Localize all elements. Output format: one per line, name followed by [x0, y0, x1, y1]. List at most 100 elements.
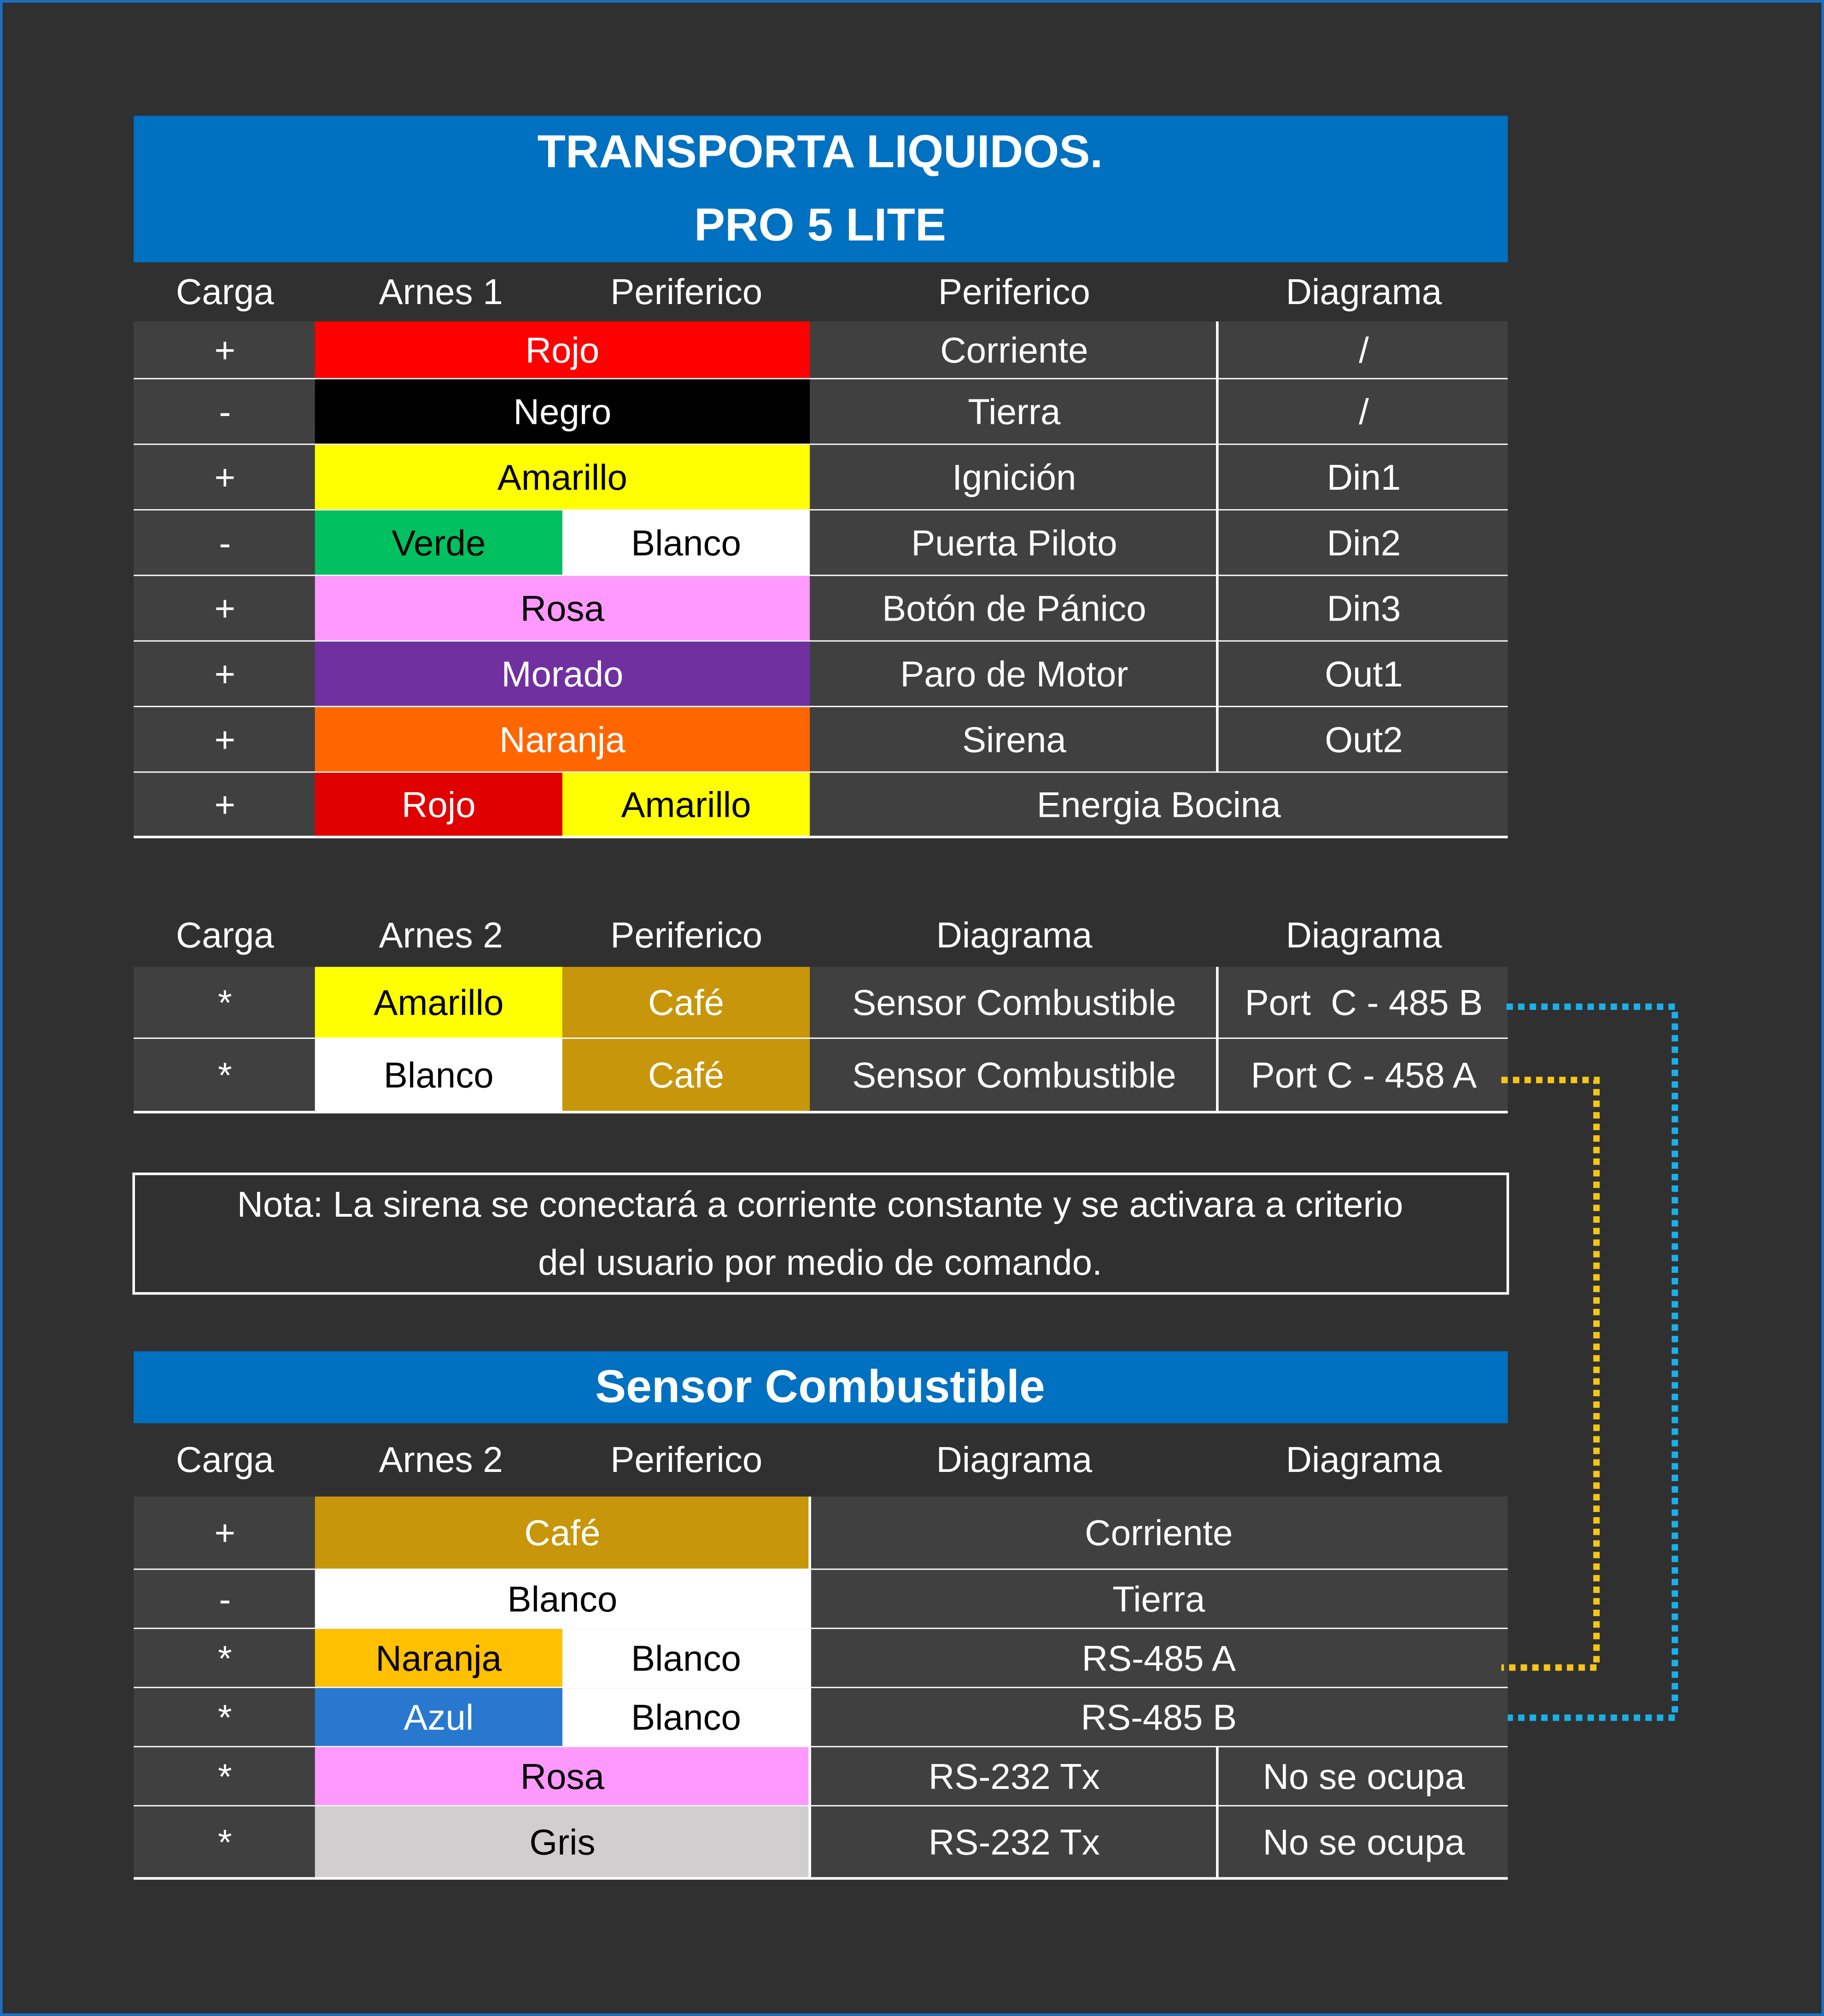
header-bg: [134, 262, 1508, 322]
connector-485a: [1501, 1077, 1600, 1671]
wire-color: [315, 707, 810, 773]
column-header: Diagrama: [1286, 915, 1442, 955]
wire-label: Azul: [403, 1697, 474, 1738]
column-header: Periferico: [610, 915, 762, 955]
carga: *: [218, 1055, 232, 1096]
column-header: Periferico: [610, 271, 762, 312]
wire-color: [315, 445, 810, 510]
column-header: Diagrama: [936, 915, 1093, 955]
wire-color: [562, 1688, 810, 1747]
cell: Port C - 458 A: [1251, 1055, 1477, 1096]
cell: Sensor Combustible: [852, 982, 1176, 1023]
wire-color: [562, 967, 810, 1039]
column-header: Arnes 1: [379, 271, 503, 312]
connector-485b: [1506, 1003, 1678, 1721]
carga: +: [215, 457, 236, 498]
cell: No se ocupa: [1263, 1822, 1465, 1862]
cell: RS-232 Tx: [929, 1822, 1100, 1862]
cell: Sensor Combustible: [852, 1055, 1176, 1096]
cell: RS-485 A: [1082, 1638, 1236, 1678]
cell: Ignición: [952, 457, 1076, 498]
carga: +: [215, 1512, 236, 1553]
cell: RS-485 B: [1081, 1697, 1237, 1738]
wire-label: Rosa: [520, 1756, 605, 1797]
wire-color: [315, 576, 810, 642]
title-bar: [134, 116, 1508, 263]
column-header: Diagrama: [936, 1439, 1093, 1480]
wire-color: [315, 1496, 810, 1570]
cell: Out1: [1325, 654, 1403, 694]
wire-label: Blanco: [631, 1638, 741, 1678]
cell: RS-232 Tx: [929, 1756, 1100, 1797]
carga: *: [218, 1822, 232, 1862]
carga: +: [215, 654, 236, 694]
cell: Out2: [1325, 719, 1403, 760]
wire-label: Café: [648, 1055, 724, 1096]
wire-label: Amarillo: [497, 457, 627, 498]
cell: Tierra: [968, 392, 1061, 432]
wire-label: Morado: [501, 654, 623, 694]
carga: *: [218, 1638, 232, 1678]
wire-label: Gris: [529, 1822, 595, 1862]
wire-label: Amarillo: [621, 784, 751, 825]
wire-color: [315, 1629, 562, 1688]
wire-color: [315, 321, 810, 380]
wire-label: Blanco: [631, 522, 741, 563]
carga: +: [215, 719, 236, 760]
column-header: Diagrama: [1286, 271, 1442, 312]
column-header: Periferico: [938, 271, 1090, 312]
wire-color: [562, 1629, 810, 1688]
wire-label: Rojo: [526, 330, 600, 370]
wire-color: [315, 773, 562, 837]
cell: Din2: [1327, 522, 1401, 563]
cell: /: [1359, 330, 1369, 370]
cell: Corriente: [940, 330, 1088, 370]
header-bg: [134, 903, 1508, 967]
wire-label: Negro: [514, 392, 612, 432]
wire-label: Naranja: [376, 1638, 502, 1678]
wire-label: Verde: [392, 522, 485, 563]
table-title: Sensor Combustible: [595, 1360, 1045, 1412]
wire-label: Naranja: [499, 719, 626, 760]
note-line: del usuario por medio de comando.: [538, 1242, 1102, 1283]
tables: TRANSPORTA LIQUIDOS. PRO 5 LITE Carga Arnes…: [134, 116, 1508, 1880]
wire-color: [315, 967, 562, 1039]
column-header: Carga: [176, 271, 274, 312]
wire-label: Blanco: [384, 1055, 494, 1096]
wire-label: Café: [648, 982, 724, 1023]
column-header: Periferico: [610, 1439, 762, 1480]
wire-color: [315, 1806, 810, 1879]
wire-color: [315, 1038, 562, 1113]
wire-color: [315, 641, 810, 707]
wire-color: [562, 1038, 810, 1113]
carga: -: [219, 1579, 231, 1619]
cell: Port C - 485 B: [1245, 982, 1483, 1023]
cell: Sirena: [962, 719, 1066, 760]
note-box: [132, 1172, 1509, 1295]
wire-color: [562, 510, 810, 576]
wire-color: [315, 1570, 810, 1629]
wire-color: [315, 379, 810, 445]
wire-color: [315, 1747, 810, 1807]
wire-label: Rosa: [520, 588, 605, 629]
carga: -: [219, 392, 231, 432]
wire-label: Rojo: [402, 784, 476, 825]
wire-color: [315, 1688, 562, 1747]
cell: Puerta Piloto: [911, 522, 1117, 563]
column-header: Arnes 2: [379, 915, 503, 955]
column-header: Carga: [176, 915, 274, 955]
cell: No se ocupa: [1263, 1756, 1465, 1797]
carga: +: [215, 784, 236, 825]
cell: Paro de Motor: [900, 654, 1128, 694]
cell: Corriente: [1085, 1512, 1233, 1553]
wire-label: Amarillo: [374, 982, 503, 1023]
cell: Energia Bocina: [1037, 784, 1281, 825]
carga: *: [218, 1756, 232, 1797]
note-line: Nota: La sirena se conectará a corriente…: [237, 1184, 1403, 1225]
cell: /: [1359, 392, 1369, 432]
carga: +: [215, 330, 236, 370]
carga: -: [219, 522, 231, 563]
column-header: Carga: [176, 1439, 274, 1480]
